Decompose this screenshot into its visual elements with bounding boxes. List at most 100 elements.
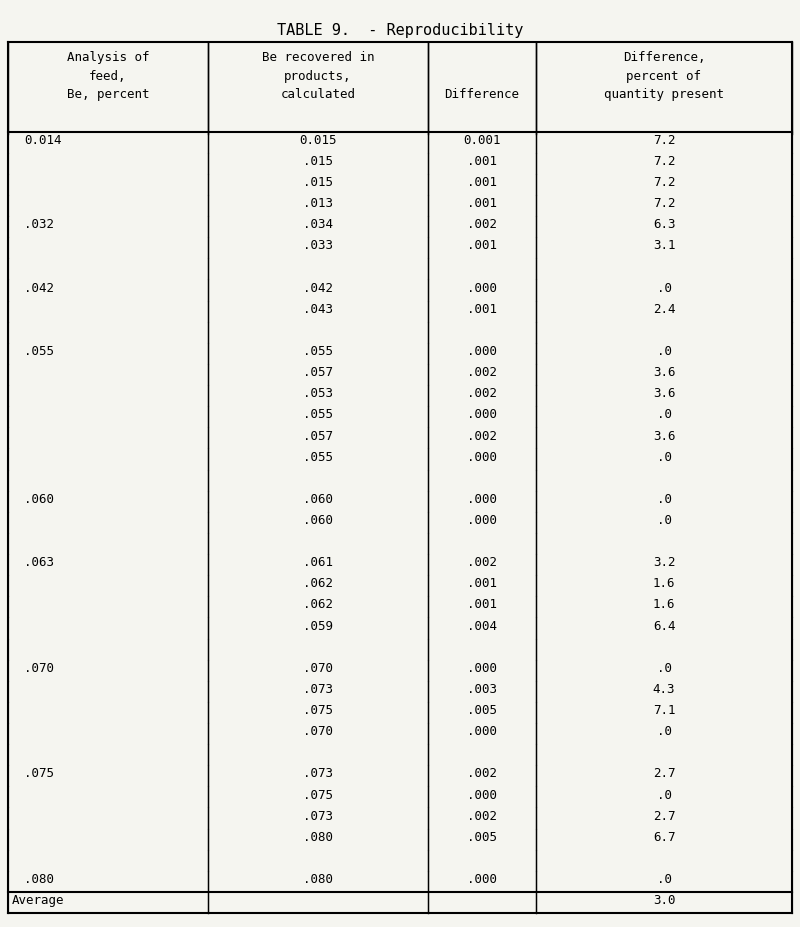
Text: .000: .000	[467, 282, 497, 295]
Text: .075: .075	[303, 789, 333, 802]
Text: .001: .001	[467, 176, 497, 189]
Text: .053: .053	[303, 387, 333, 400]
Text: .070: .070	[24, 662, 54, 675]
Text: .001: .001	[467, 239, 497, 252]
Text: .075: .075	[24, 768, 54, 781]
Text: .000: .000	[467, 451, 497, 464]
Text: 1.6: 1.6	[653, 578, 675, 590]
Text: .070: .070	[303, 662, 333, 675]
Text: 7.2: 7.2	[653, 133, 675, 146]
Text: Difference: Difference	[445, 88, 519, 101]
Text: .043: .043	[303, 303, 333, 316]
Text: Average: Average	[12, 895, 65, 908]
Text: .001: .001	[467, 197, 497, 210]
Text: .000: .000	[467, 662, 497, 675]
Text: 0.014: 0.014	[24, 133, 62, 146]
Text: .0: .0	[657, 662, 671, 675]
Text: Be recovered in: Be recovered in	[262, 51, 374, 64]
Text: .0: .0	[657, 514, 671, 527]
Text: 0.001: 0.001	[463, 133, 501, 146]
Text: .080: .080	[303, 873, 333, 886]
Text: 2.7: 2.7	[653, 768, 675, 781]
Text: quantity present: quantity present	[604, 88, 724, 101]
Text: .001: .001	[467, 578, 497, 590]
Text: .002: .002	[467, 387, 497, 400]
Text: .000: .000	[467, 873, 497, 886]
Text: 2.4: 2.4	[653, 303, 675, 316]
Text: .0: .0	[657, 725, 671, 738]
Text: 4.3: 4.3	[653, 683, 675, 696]
Text: .059: .059	[303, 619, 333, 632]
Text: .002: .002	[467, 429, 497, 442]
Text: .002: .002	[467, 366, 497, 379]
Text: .0: .0	[657, 282, 671, 295]
Text: .034: .034	[303, 219, 333, 232]
Text: .060: .060	[24, 493, 54, 506]
Text: .000: .000	[467, 409, 497, 422]
Text: .080: .080	[303, 831, 333, 844]
Text: .015: .015	[303, 155, 333, 168]
Text: 3.0: 3.0	[653, 895, 675, 908]
Text: .005: .005	[467, 831, 497, 844]
Text: 1.6: 1.6	[653, 599, 675, 612]
Text: .013: .013	[303, 197, 333, 210]
Text: percent of: percent of	[626, 70, 702, 83]
Text: 3.1: 3.1	[653, 239, 675, 252]
Text: .0: .0	[657, 789, 671, 802]
Text: .042: .042	[24, 282, 54, 295]
Text: .075: .075	[303, 705, 333, 717]
Text: feed,: feed,	[90, 70, 126, 83]
Text: .000: .000	[467, 493, 497, 506]
Text: .080: .080	[24, 873, 54, 886]
Text: products,: products,	[284, 70, 352, 83]
Text: TABLE 9.  - Reproducibility: TABLE 9. - Reproducibility	[277, 23, 523, 38]
Text: .015: .015	[303, 176, 333, 189]
Text: 6.7: 6.7	[653, 831, 675, 844]
Text: .004: .004	[467, 619, 497, 632]
Text: 2.7: 2.7	[653, 809, 675, 822]
Text: .003: .003	[467, 683, 497, 696]
Text: .073: .073	[303, 809, 333, 822]
Text: .073: .073	[303, 683, 333, 696]
Text: 7.2: 7.2	[653, 197, 675, 210]
Text: .002: .002	[467, 809, 497, 822]
Text: .000: .000	[467, 789, 497, 802]
Text: .002: .002	[467, 556, 497, 569]
Text: .0: .0	[657, 409, 671, 422]
Text: .000: .000	[467, 345, 497, 358]
Text: .060: .060	[303, 514, 333, 527]
Text: .062: .062	[303, 578, 333, 590]
Text: .0: .0	[657, 345, 671, 358]
Text: 7.2: 7.2	[653, 176, 675, 189]
Text: .001: .001	[467, 599, 497, 612]
Text: .000: .000	[467, 725, 497, 738]
Text: .002: .002	[467, 768, 497, 781]
Text: 7.2: 7.2	[653, 155, 675, 168]
Text: 7.1: 7.1	[653, 705, 675, 717]
Text: .001: .001	[467, 303, 497, 316]
Text: .002: .002	[467, 219, 497, 232]
Text: .005: .005	[467, 705, 497, 717]
Text: 6.4: 6.4	[653, 619, 675, 632]
Text: 3.6: 3.6	[653, 366, 675, 379]
Text: .055: .055	[303, 409, 333, 422]
Text: .001: .001	[467, 155, 497, 168]
Text: .055: .055	[303, 451, 333, 464]
Text: 3.2: 3.2	[653, 556, 675, 569]
Text: Be, percent: Be, percent	[66, 88, 150, 101]
Text: .070: .070	[303, 725, 333, 738]
Text: .000: .000	[467, 514, 497, 527]
Text: 3.6: 3.6	[653, 387, 675, 400]
Text: .057: .057	[303, 366, 333, 379]
Text: .033: .033	[303, 239, 333, 252]
Text: .0: .0	[657, 493, 671, 506]
Text: .073: .073	[303, 768, 333, 781]
Text: .060: .060	[303, 493, 333, 506]
Text: .057: .057	[303, 429, 333, 442]
Text: .055: .055	[24, 345, 54, 358]
Text: Difference,: Difference,	[622, 51, 706, 64]
Text: 0.015: 0.015	[299, 133, 337, 146]
Text: .061: .061	[303, 556, 333, 569]
Text: .062: .062	[303, 599, 333, 612]
Text: .0: .0	[657, 873, 671, 886]
